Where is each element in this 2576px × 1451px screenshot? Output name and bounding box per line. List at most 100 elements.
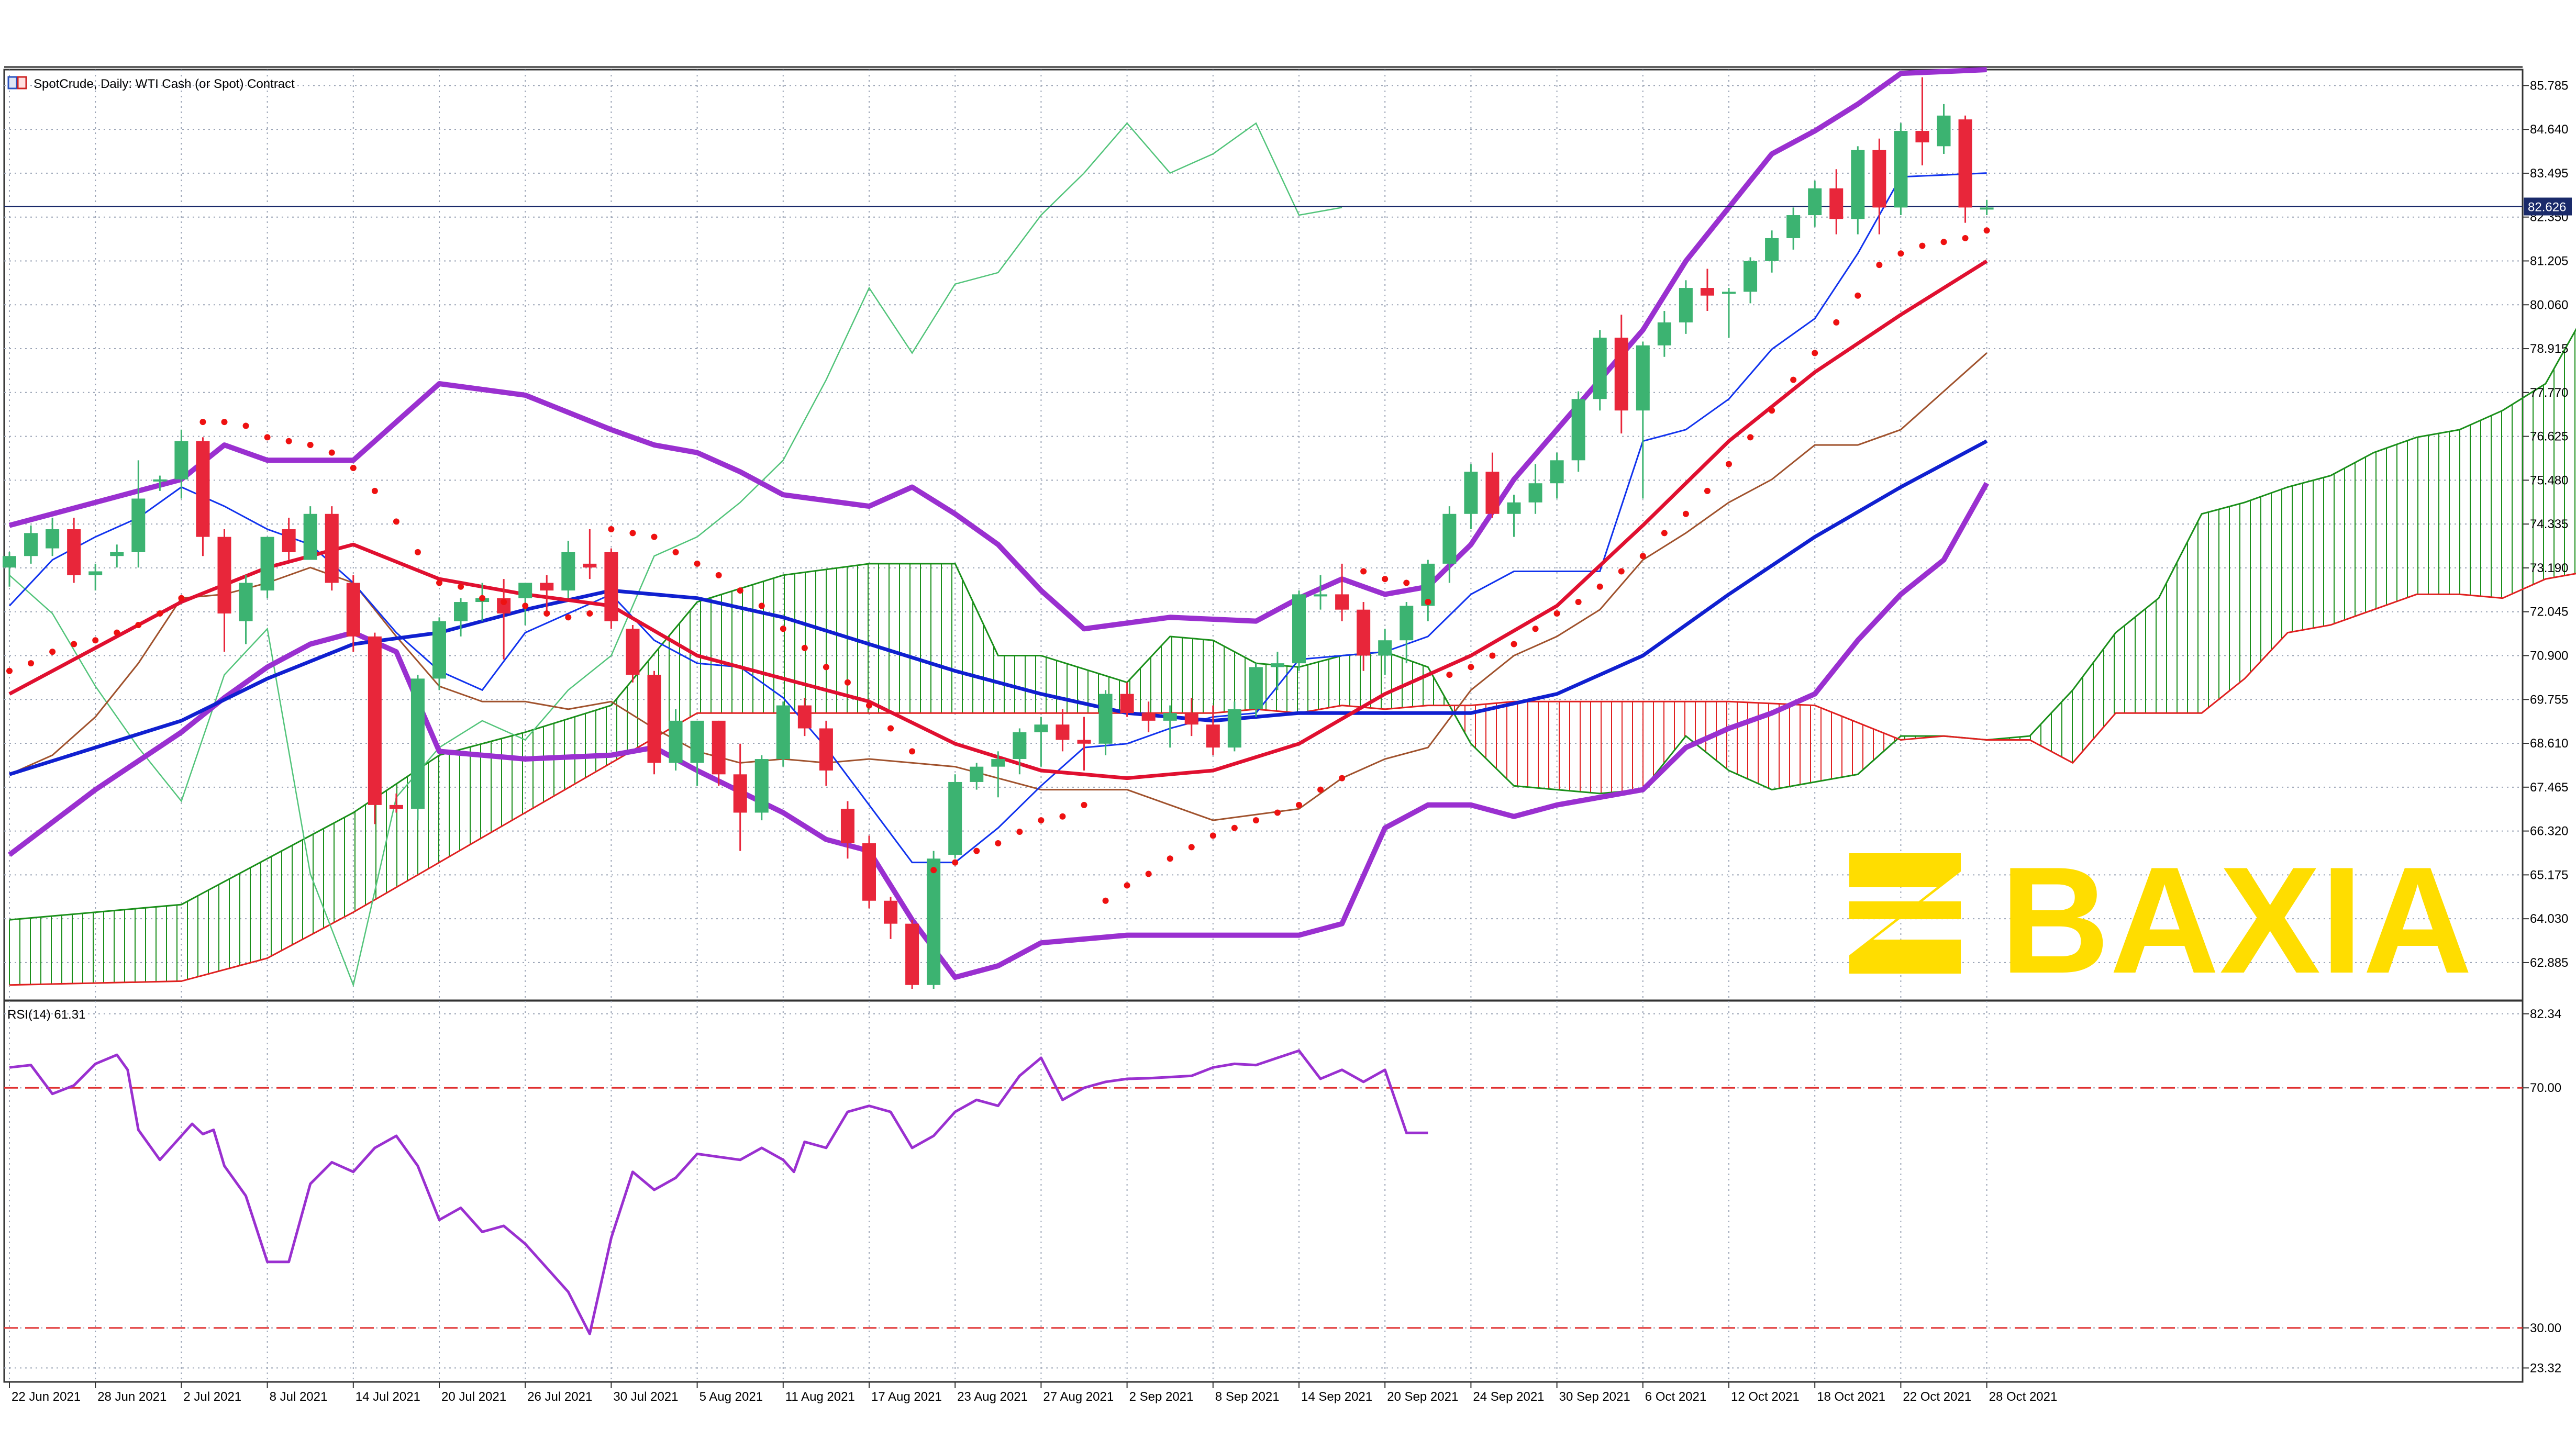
candle[interactable]	[1249, 663, 1263, 717]
candle[interactable]	[583, 529, 597, 579]
candle[interactable]	[1829, 169, 1844, 235]
candle[interactable]	[389, 793, 403, 813]
candle[interactable]	[1098, 690, 1113, 755]
candle[interactable]	[1227, 701, 1241, 752]
candle[interactable]	[282, 518, 296, 560]
candle[interactable]	[1163, 705, 1177, 748]
candle[interactable]	[325, 506, 339, 591]
candle[interactable]	[733, 743, 747, 851]
candle[interactable]	[1636, 341, 1650, 499]
y-tick-label: 64.030	[2530, 912, 2568, 926]
candle[interactable]	[561, 540, 575, 598]
candle[interactable]	[153, 475, 167, 491]
candle[interactable]	[174, 429, 188, 499]
candle[interactable]	[712, 720, 726, 786]
candle[interactable]	[1485, 452, 1500, 518]
candle[interactable]	[239, 575, 253, 644]
candle[interactable]	[1013, 728, 1027, 775]
candle[interactable]	[368, 632, 382, 824]
candle[interactable]	[905, 920, 919, 989]
candle[interactable]	[991, 751, 1005, 798]
candle[interactable]	[1077, 717, 1091, 771]
candle[interactable]	[1056, 709, 1070, 752]
candle[interactable]	[669, 709, 683, 771]
candle[interactable]	[1270, 652, 1284, 690]
candle[interactable]	[797, 697, 812, 736]
candle[interactable]	[1378, 629, 1392, 675]
candle[interactable]	[454, 598, 468, 637]
candle[interactable]	[1292, 590, 1306, 671]
candle[interactable]	[1335, 563, 1349, 621]
candle[interactable]	[346, 575, 360, 652]
candle[interactable]	[840, 801, 854, 859]
candle[interactable]	[46, 518, 60, 556]
candle-body	[840, 809, 854, 844]
candle[interactable]	[1958, 115, 1972, 223]
candle[interactable]	[196, 437, 210, 556]
candle[interactable]	[1657, 310, 1671, 357]
candle[interactable]	[1765, 230, 1779, 273]
candle-body	[1249, 667, 1263, 709]
candle[interactable]	[110, 544, 124, 568]
candle[interactable]	[1464, 464, 1478, 530]
candle-body	[905, 923, 919, 985]
candle[interactable]	[1786, 207, 1801, 250]
candle[interactable]	[970, 763, 984, 790]
candle[interactable]	[1915, 77, 1929, 165]
candle[interactable]	[540, 575, 554, 613]
candle[interactable]	[1528, 464, 1542, 514]
candlesticks[interactable]	[3, 77, 1994, 989]
candle[interactable]	[1141, 701, 1156, 732]
candle[interactable]	[67, 518, 81, 583]
candle[interactable]	[1314, 575, 1328, 610]
sar-dot	[242, 422, 249, 429]
candle[interactable]	[1980, 199, 1994, 216]
candle[interactable]	[1894, 123, 1908, 216]
candle[interactable]	[626, 624, 640, 683]
candle[interactable]	[1184, 697, 1198, 736]
candle[interactable]	[647, 671, 661, 775]
candle[interactable]	[1120, 682, 1134, 717]
candle[interactable]	[754, 755, 769, 821]
candle[interactable]	[217, 529, 231, 652]
candle[interactable]	[1507, 495, 1521, 537]
candle[interactable]	[1679, 280, 1693, 334]
candle[interactable]	[776, 701, 790, 767]
candle[interactable]	[1550, 452, 1564, 499]
candle[interactable]	[1400, 602, 1414, 664]
candle[interactable]	[927, 851, 941, 989]
candle-body	[1056, 724, 1070, 740]
candle[interactable]	[1937, 104, 1951, 154]
candle[interactable]	[948, 774, 962, 859]
candle[interactable]	[1442, 506, 1457, 583]
candle[interactable]	[1872, 138, 1886, 235]
candle[interactable]	[862, 835, 876, 909]
candle[interactable]	[88, 563, 103, 591]
candle[interactable]	[432, 617, 446, 690]
candle[interactable]	[1357, 602, 1371, 671]
candle[interactable]	[260, 537, 274, 598]
candle[interactable]	[131, 460, 146, 568]
candle[interactable]	[24, 525, 38, 564]
candle[interactable]	[1571, 391, 1585, 472]
candle[interactable]	[3, 552, 16, 587]
candle[interactable]	[410, 675, 425, 821]
candle[interactable]	[303, 506, 317, 560]
candle[interactable]	[1206, 705, 1220, 755]
candle[interactable]	[1034, 717, 1048, 767]
candle[interactable]	[1593, 330, 1607, 411]
candle[interactable]	[1421, 560, 1435, 621]
candle[interactable]	[1722, 288, 1736, 338]
candle[interactable]	[1851, 146, 1865, 235]
candle[interactable]	[1614, 315, 1628, 434]
candle[interactable]	[690, 720, 704, 786]
candle[interactable]	[1744, 257, 1758, 304]
sar-dot	[1038, 817, 1045, 824]
candle[interactable]	[819, 720, 833, 786]
candle[interactable]	[1700, 269, 1714, 311]
candle[interactable]	[1808, 181, 1822, 227]
chart-menu-icon[interactable]	[7, 76, 27, 90]
candle[interactable]	[604, 548, 618, 629]
candle[interactable]	[884, 897, 898, 939]
